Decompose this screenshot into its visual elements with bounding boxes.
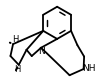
Text: H: H [14, 65, 20, 74]
Text: NH: NH [83, 64, 96, 73]
Text: N: N [38, 47, 44, 56]
Text: H: H [12, 35, 18, 44]
